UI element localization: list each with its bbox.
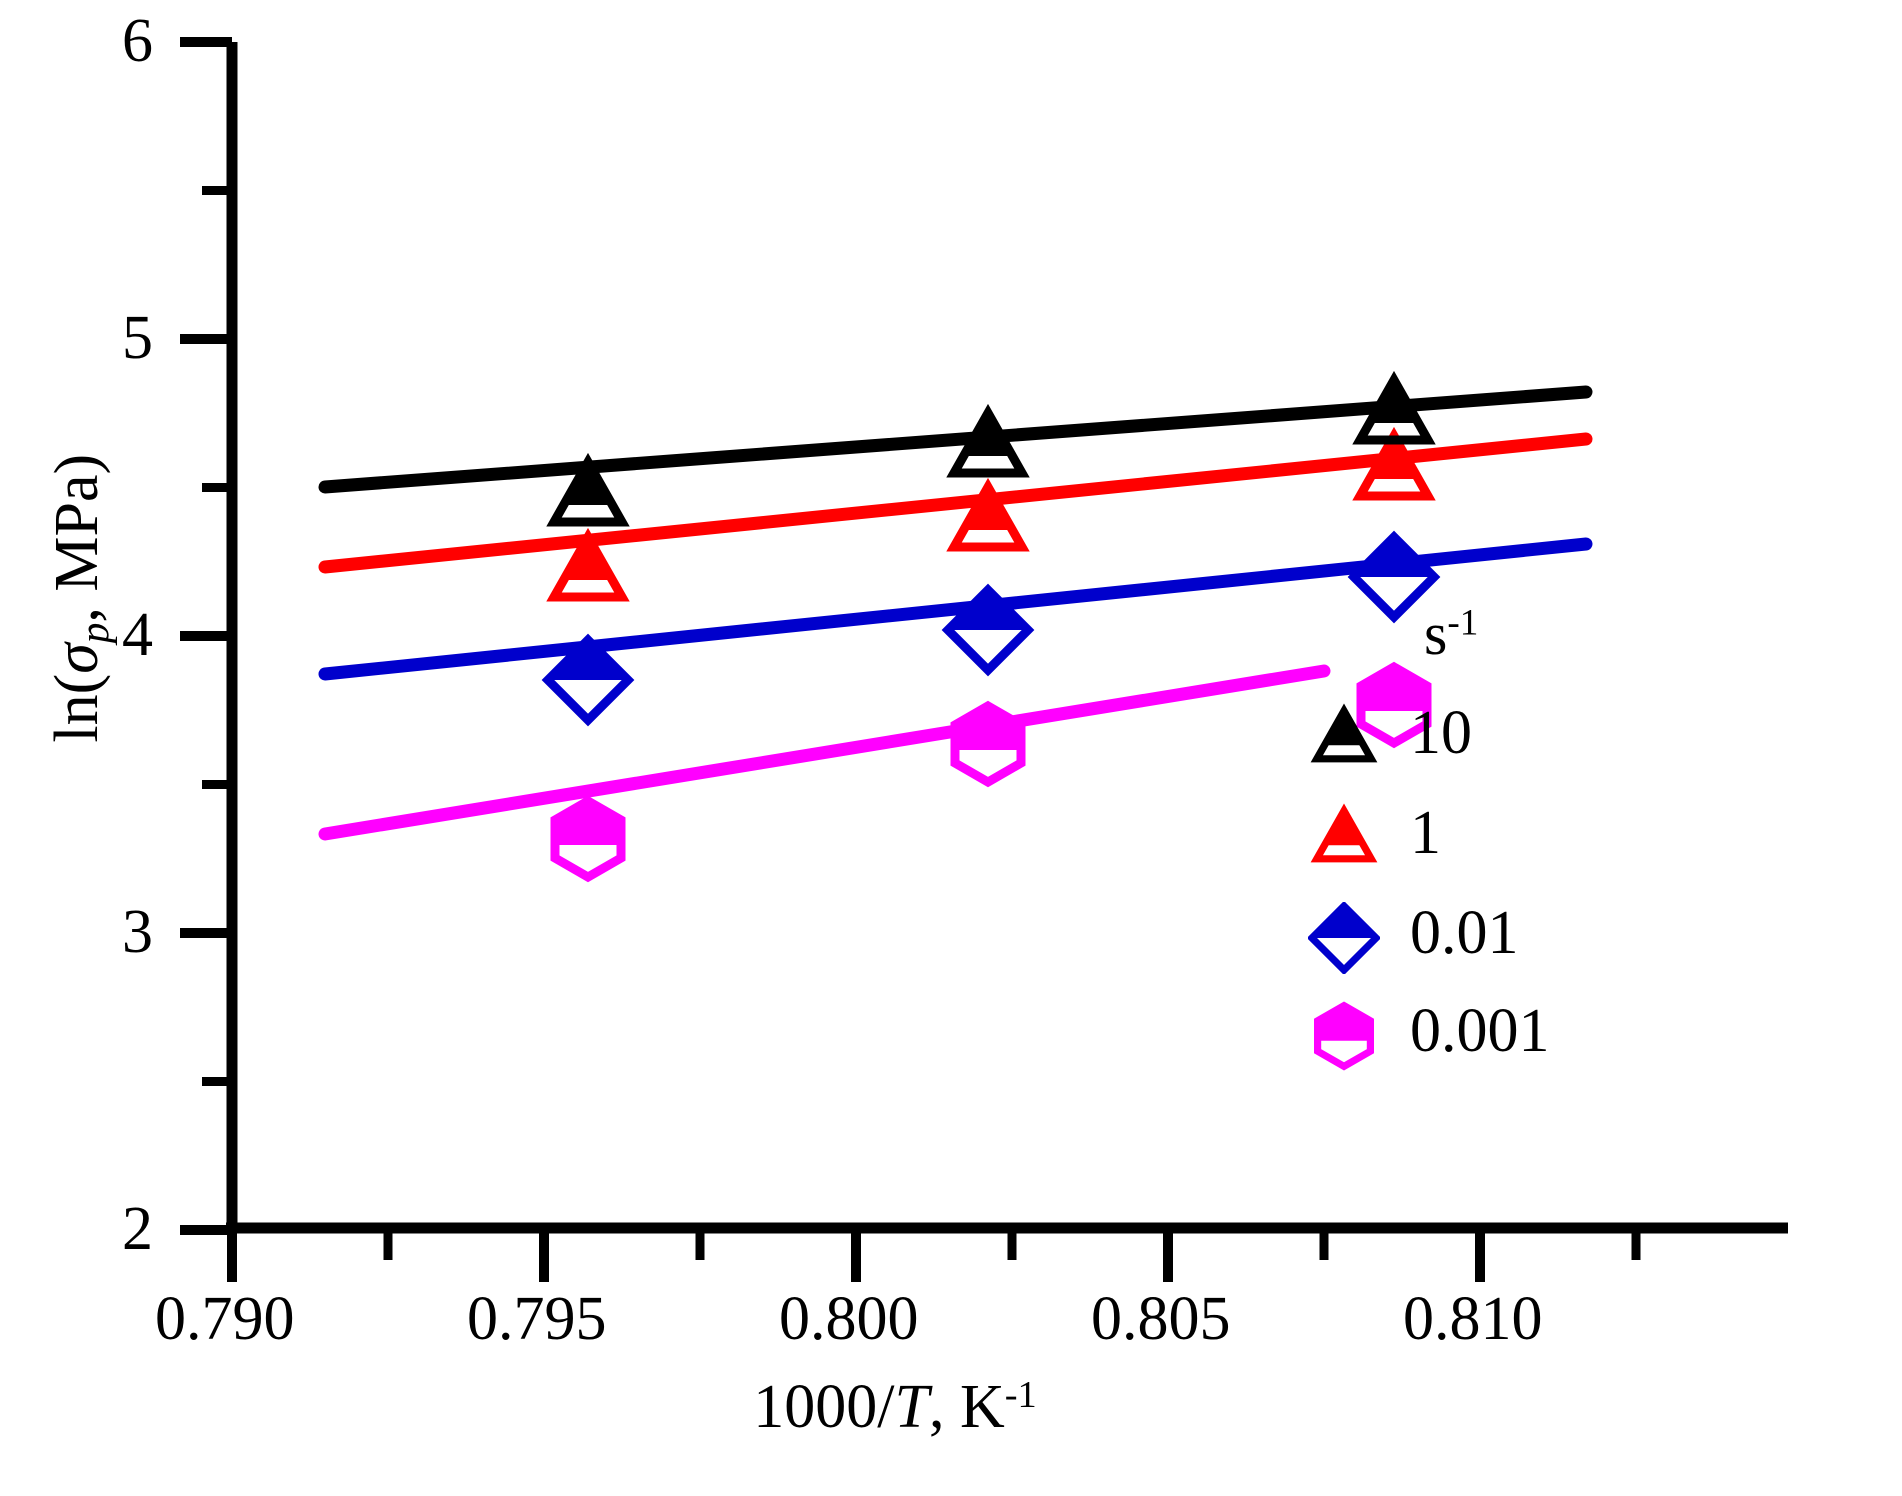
x-axis-title-superscript: -1 [1004, 1374, 1037, 1417]
legend-item-0.001[interactable]: 0.001 [1248, 997, 1628, 1072]
y-axis-title-subscript: p [72, 622, 118, 644]
x-axis-title-post: , K [928, 1373, 1005, 1441]
y-axis-title: ln(σp, MPa) [42, 218, 118, 978]
x-tick-label-0795: 0.795 [467, 1285, 607, 1353]
legend-item-1[interactable]: 1 [1248, 799, 1628, 874]
data-point [555, 801, 621, 877]
legend-label-0.001: 0.001 [1410, 997, 1550, 1065]
data-point [955, 706, 1021, 782]
series-0.01 [318, 537, 1593, 720]
y-axis-title-sigma: σ [42, 643, 111, 674]
legend-item-0.01[interactable]: 0.01 [1248, 899, 1628, 974]
legend-title-base: s [1424, 601, 1448, 667]
x-axis-title-pre: 1000/ [753, 1373, 895, 1441]
x-axis-title: 1000/T, K-1 [0, 1372, 1790, 1443]
legend-label-10: 10 [1410, 699, 1472, 767]
legend-item-10[interactable]: 10 [1248, 699, 1628, 774]
x-major-ticks [227, 1228, 1485, 1282]
legend-marker-diamond-blue [1308, 902, 1380, 974]
data-point [1354, 537, 1434, 617]
legend-marker-triangle-red [1310, 803, 1378, 863]
y-tick-label-2: 2 [122, 1195, 153, 1263]
y-axis-title-pre: ln( [42, 673, 111, 743]
legend-marker-hexagon-magenta [1314, 1001, 1374, 1071]
x-tick-label-0790: 0.790 [155, 1285, 295, 1353]
y-axis-title-post: , MPa) [42, 453, 111, 623]
legend-label-1: 1 [1410, 799, 1441, 867]
y-tick-label-3: 3 [122, 898, 153, 966]
series-10 [318, 380, 1593, 522]
y-tick-label-4: 4 [122, 601, 153, 669]
legend-label-0.01: 0.01 [1410, 899, 1519, 967]
y-tick-label-5: 5 [122, 304, 153, 372]
x-tick-label-0805: 0.805 [1091, 1285, 1231, 1353]
series-1 [318, 436, 1593, 597]
y-minor-ticks [202, 186, 232, 1086]
x-tick-label-0810: 0.810 [1403, 1285, 1543, 1353]
y-tick-label-6: 6 [122, 7, 153, 75]
legend-marker-triangle-black [1310, 703, 1378, 763]
x-minor-ticks [383, 1228, 1641, 1260]
y-major-ticks [180, 37, 232, 1235]
fit-line-0.001 [318, 664, 1331, 841]
x-axis-title-italic-T: T [894, 1373, 929, 1441]
legend-title: s-1 [1424, 600, 1478, 669]
series-0.001 [318, 664, 1427, 877]
legend-title-superscript: -1 [1447, 602, 1479, 644]
x-tick-label-0800: 0.800 [779, 1285, 919, 1353]
